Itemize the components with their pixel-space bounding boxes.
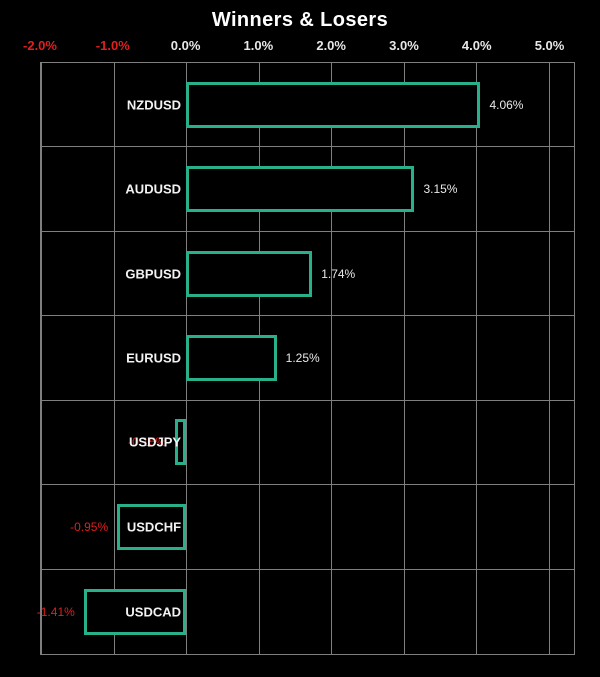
- x-axis-tick: 5.0%: [534, 38, 565, 53]
- chart-row: 4.06% NZDUSD: [41, 63, 574, 148]
- gridline-vertical: [548, 63, 550, 654]
- category-label: GBPUSD: [125, 266, 182, 282]
- value-label: 4.06%: [489, 97, 524, 112]
- value-label: -0.15%: [128, 435, 167, 450]
- x-axis-tick: 0.0%: [170, 38, 201, 53]
- bar-audusd: [186, 166, 415, 213]
- chart-row: 1.25% EURUSD: [41, 316, 574, 401]
- category-label: USDJPY: [129, 434, 182, 450]
- gridline-vertical: [331, 63, 333, 654]
- value-label: -1.41%: [36, 604, 75, 619]
- gridline-vertical: [41, 63, 42, 654]
- chart-row: -0.95% USDCHF: [41, 485, 574, 570]
- category-label: USDCAD: [125, 604, 182, 620]
- x-axis-tick: -2.0%: [23, 38, 57, 53]
- gridline-vertical: [403, 63, 405, 654]
- plot-area: 4.06% NZDUSD 3.15% AUDUSD 1.74% GBPUSD 1.25% EU…: [37, 62, 575, 655]
- category-label: USDCHF: [126, 519, 182, 535]
- chart-row: 3.15% AUDUSD: [41, 147, 574, 232]
- category-label: EURUSD: [126, 350, 182, 366]
- value-label: 3.15%: [423, 182, 458, 197]
- bar-usdchf: [117, 503, 187, 550]
- category-label: NZDUSD: [126, 97, 182, 113]
- value-label: 1.25%: [285, 350, 320, 365]
- bar-usdjpy: [175, 419, 187, 466]
- category-label: AUDUSD: [125, 181, 182, 197]
- bar-usdcad: [83, 588, 187, 635]
- gridline-vertical: [476, 63, 478, 654]
- value-label: 1.74%: [321, 266, 356, 281]
- chart-row: 1.74% GBPUSD: [41, 232, 574, 317]
- bar-gbpusd: [186, 250, 313, 297]
- chart-row: -0.15% USDJPY: [41, 401, 574, 486]
- x-axis-tick: 1.0%: [243, 38, 274, 53]
- x-axis-tick: -1.0%: [95, 38, 130, 53]
- value-label: -0.95%: [70, 519, 109, 534]
- x-axis-tick: 3.0%: [389, 38, 419, 53]
- gridline-vertical: [113, 63, 115, 654]
- x-axis: -2.0% -1.0% 0.0% 1.0% 2.0% 3.0% 4.0% 5.0%: [23, 36, 575, 60]
- chart-row: -1.41% USDCAD: [37, 570, 574, 654]
- chart-title: Winners & Losers: [211, 9, 389, 31]
- bar-eurusd: [186, 334, 277, 381]
- x-axis-tick: 2.0%: [316, 38, 346, 53]
- x-axis-tick: 4.0%: [461, 38, 492, 53]
- bar-nzdusd: [186, 81, 481, 128]
